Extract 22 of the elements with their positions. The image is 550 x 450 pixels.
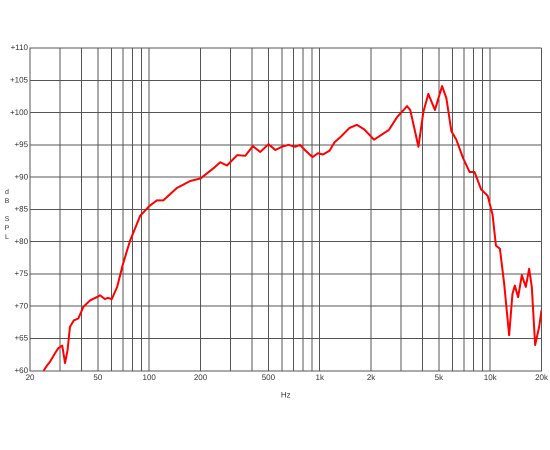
y-tick-label: +100 bbox=[10, 108, 29, 117]
y-tick-label: +85 bbox=[14, 204, 29, 214]
y-tick-label: +80 bbox=[14, 236, 29, 246]
y-tick-label: +105 bbox=[10, 75, 29, 84]
x-tick-label: 10k bbox=[484, 372, 498, 382]
x-tick-label: 2k bbox=[366, 372, 376, 382]
y-tick-label: +70 bbox=[14, 301, 29, 310]
y-tick-label: +110 bbox=[10, 43, 29, 52]
x-tick-label: 20k bbox=[535, 372, 549, 382]
x-tick-label: 200 bbox=[194, 372, 208, 382]
y-tick-label: +75 bbox=[14, 269, 29, 278]
y-tick-label: +65 bbox=[14, 334, 29, 343]
x-tick-label: 5k bbox=[434, 372, 444, 382]
x-tick-label: 100 bbox=[142, 372, 156, 382]
y-tick-label: +60 bbox=[14, 366, 29, 376]
y-tick-label: +90 bbox=[14, 172, 29, 182]
x-tick-label: 50 bbox=[93, 372, 103, 382]
x-tick-label: 20 bbox=[26, 372, 36, 382]
x-axis-title: Hz bbox=[280, 390, 291, 400]
y-tick-label: +95 bbox=[14, 140, 29, 150]
x-tick-label: 1k bbox=[315, 372, 325, 382]
x-tick-label: 500 bbox=[262, 372, 276, 382]
